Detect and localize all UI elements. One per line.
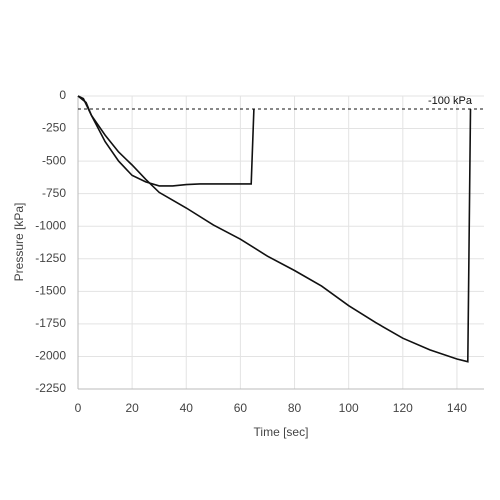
x-tick-label: 20 (125, 401, 139, 415)
y-tick-label: -1250 (35, 251, 66, 265)
y-tick-label: -250 (42, 121, 66, 135)
x-tick-label: 120 (393, 401, 413, 415)
y-tick-label: -1000 (35, 218, 66, 232)
x-tick-label: 60 (234, 401, 248, 415)
y-tick-label: -750 (42, 186, 66, 200)
y-axis-label: Pressure [kPa] (12, 203, 26, 282)
y-tick-label: -500 (42, 153, 66, 167)
y-tick-label: -2000 (35, 349, 66, 363)
y-tick-label: 0 (59, 88, 66, 102)
x-tick-label: 140 (447, 401, 467, 415)
x-tick-label: 80 (288, 401, 302, 415)
reference-label: -100 kPa (428, 95, 473, 107)
x-tick-label: 100 (339, 401, 359, 415)
y-tick-label: -2250 (35, 381, 66, 395)
y-tick-label: -1750 (35, 316, 66, 330)
y-tick-label: -1500 (35, 284, 66, 298)
x-tick-label: 0 (75, 401, 82, 415)
series-line (77, 95, 472, 363)
x-axis-label: Time [sec] (254, 425, 309, 439)
x-tick-label: 40 (180, 401, 194, 415)
